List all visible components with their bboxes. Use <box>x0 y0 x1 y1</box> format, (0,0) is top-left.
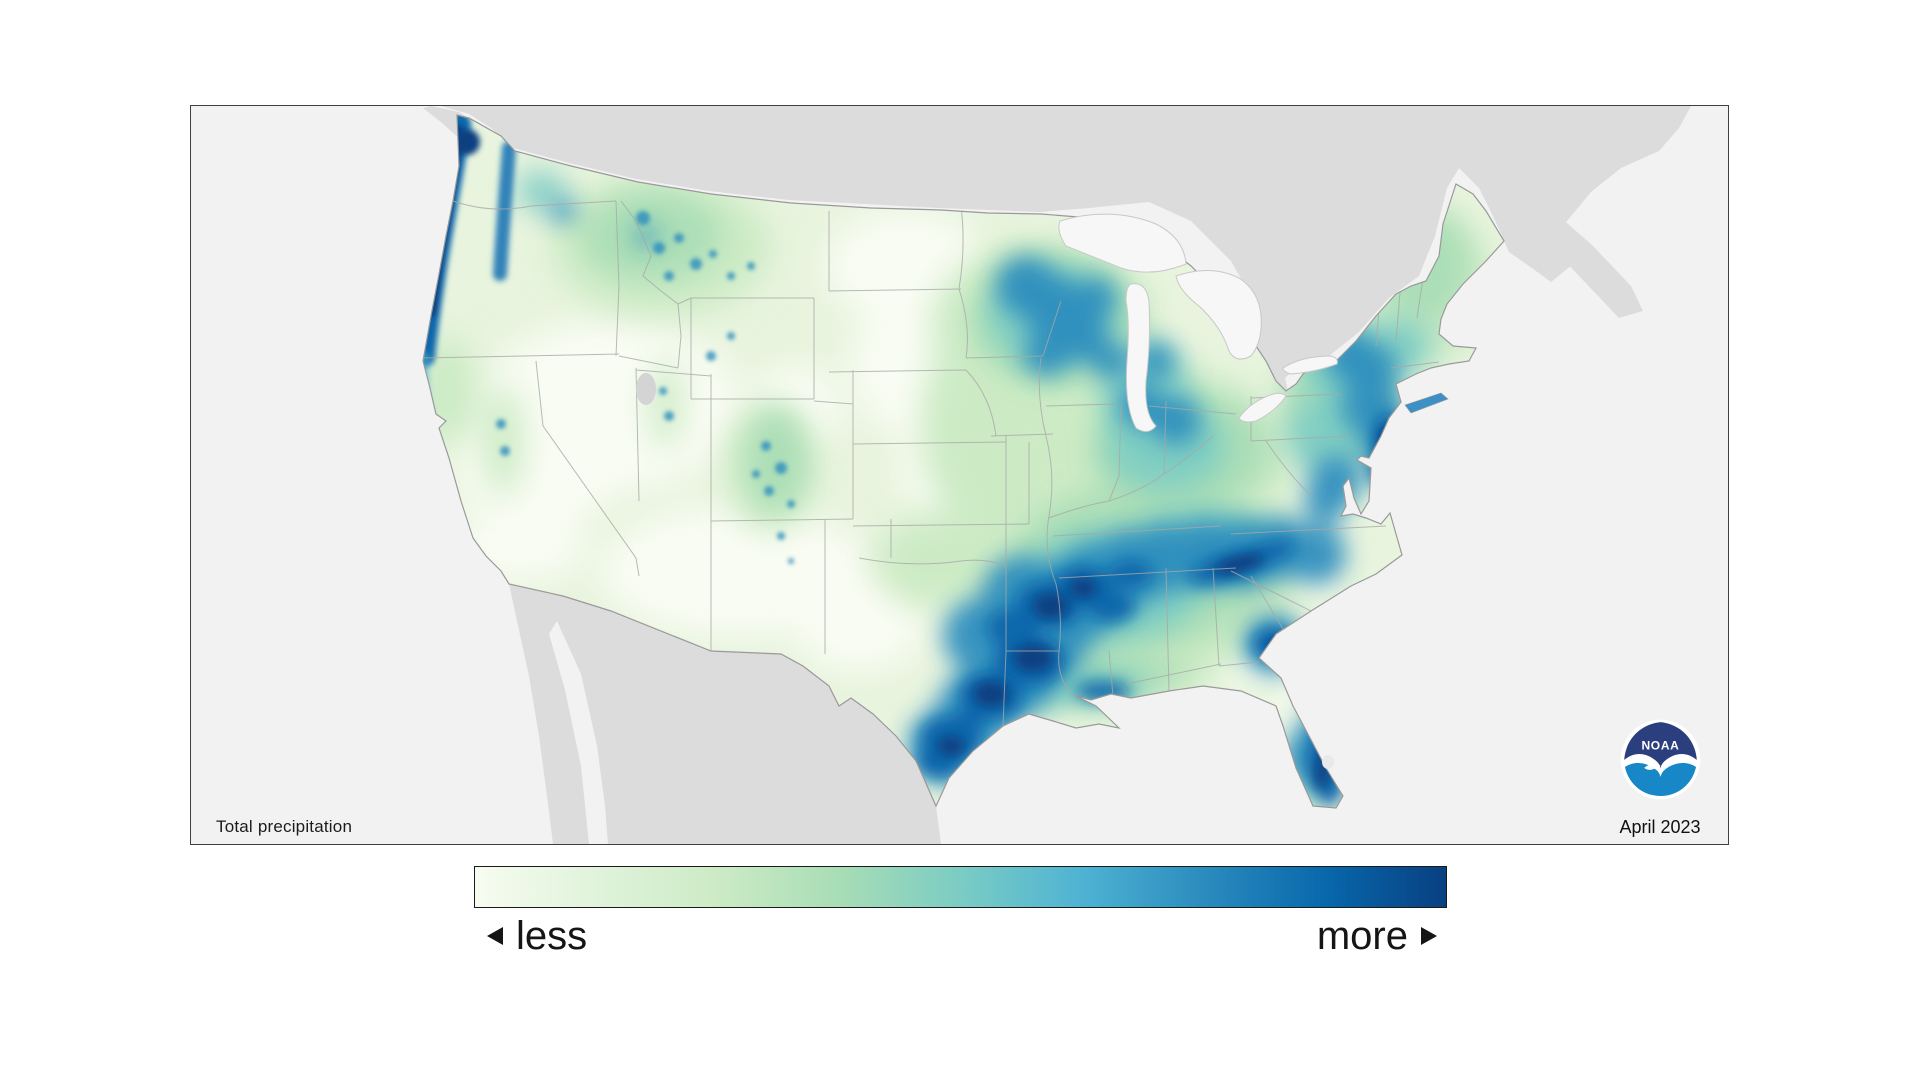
noaa-logo-bowl <box>1624 763 1697 797</box>
precipitation-map-panel: Total precipitation NOAA April 2023 <box>190 105 1729 845</box>
state-borders <box>423 200 1440 727</box>
legend-gradient <box>474 866 1447 908</box>
legend-less: less <box>487 914 587 958</box>
legend-more: more <box>1317 914 1437 958</box>
noaa-logo-gull <box>1644 763 1661 770</box>
great-salt-lake <box>636 373 656 405</box>
long-island <box>1404 392 1449 414</box>
noaa-logo-text: NOAA <box>1641 739 1679 753</box>
mexico-landmass <box>509 584 941 844</box>
more-arrow-icon <box>1421 927 1437 945</box>
great-lakes <box>1058 213 1338 769</box>
noaa-logo-emblem: NOAA <box>1620 719 1701 800</box>
map-caption: Total precipitation <box>216 817 353 836</box>
noaa-logo-dome <box>1624 722 1697 769</box>
less-label: less <box>516 914 588 958</box>
map-date: April 2023 <box>1619 817 1701 837</box>
noaa-logo: NOAA <box>1619 718 1702 801</box>
less-arrow-icon <box>487 927 503 945</box>
us-precipitation-map <box>422 106 1691 844</box>
more-label: more <box>1316 914 1408 958</box>
